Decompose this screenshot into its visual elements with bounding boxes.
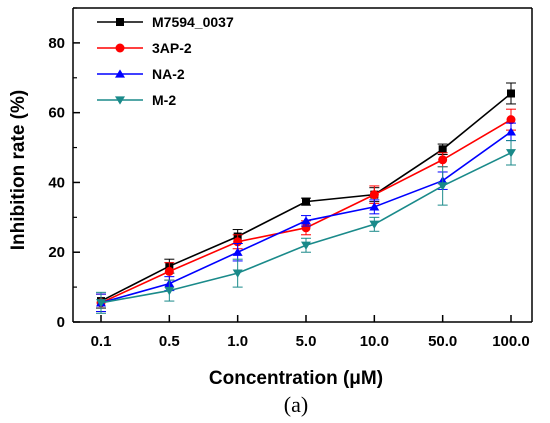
legend-item: M7594_0037	[97, 14, 234, 30]
legend-label: M7594_0037	[152, 14, 234, 30]
data-point	[507, 89, 515, 98]
legend-marker	[115, 43, 125, 53]
x-axis-title: Concentration (μM)	[209, 368, 383, 389]
series-m7594-0037	[96, 82, 516, 309]
legend-item: M-2	[97, 92, 176, 108]
data-point	[232, 247, 243, 256]
data-point	[301, 223, 311, 233]
y-tick-label: 20	[48, 244, 65, 261]
legend-item: 3AP-2	[97, 40, 192, 56]
series-layer	[96, 82, 516, 314]
data-point	[301, 216, 311, 225]
data-point	[302, 197, 310, 206]
data-point	[506, 115, 516, 125]
data-point	[164, 286, 175, 296]
series-line	[100, 118, 512, 304]
legend-item: NA-2	[97, 66, 185, 82]
x-tick-label: 50.0	[428, 333, 457, 350]
data-point	[301, 241, 311, 250]
data-point	[438, 155, 448, 165]
y-tick-label: 80	[48, 35, 65, 52]
x-tick-label: 1.0	[227, 333, 248, 350]
series-line	[100, 92, 512, 302]
data-point	[96, 299, 106, 308]
x-tick-label: 0.1	[91, 333, 112, 350]
panel-label: (a)	[284, 392, 308, 417]
data-point	[233, 237, 243, 247]
series-m-2	[96, 140, 516, 314]
data-point	[437, 182, 448, 191]
series-na-2	[96, 122, 516, 313]
y-tick-label: 0	[57, 314, 65, 331]
ticks: 0 20 40 60 80 0.1 0.5 1.0 5.0 10.0 50.0 100.0	[48, 7, 530, 350]
legend-marker	[116, 18, 124, 26]
data-point	[232, 269, 243, 278]
legend-marker	[115, 69, 125, 78]
y-tick-label: 60	[48, 105, 65, 122]
legend-label: M-2	[152, 92, 176, 108]
legend-marker	[115, 96, 125, 105]
legend-label: NA-2	[152, 66, 185, 82]
x-tick-label: 0.5	[159, 333, 180, 350]
data-point	[369, 190, 379, 200]
x-tick-label: 100.0	[492, 333, 530, 350]
x-tick-label: 10.0	[360, 333, 389, 350]
series-3ap-2	[96, 108, 516, 313]
data-point	[369, 202, 380, 211]
y-axis-title: Inhibition rate (%)	[8, 90, 29, 250]
y-tick-label: 40	[48, 174, 65, 191]
legend-label: 3AP-2	[152, 40, 192, 56]
data-point	[369, 220, 380, 229]
x-tick-label: 5.0	[296, 333, 317, 350]
data-point	[438, 145, 447, 154]
data-point	[506, 127, 516, 136]
data-point	[164, 266, 174, 276]
legend: M7594_0037 3AP-2 NA-2 M-2	[97, 14, 234, 108]
axes	[72, 7, 533, 323]
data-point	[506, 149, 516, 158]
